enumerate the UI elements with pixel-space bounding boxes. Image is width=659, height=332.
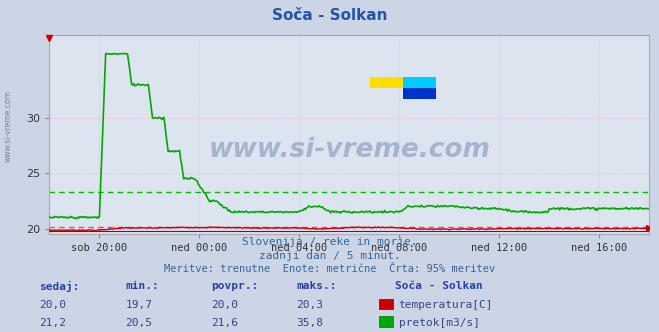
Text: maks.:: maks.: <box>297 281 337 290</box>
Text: 20,3: 20,3 <box>297 300 324 310</box>
Text: 20,5: 20,5 <box>125 318 152 328</box>
Text: www.si-vreme.com: www.si-vreme.com <box>3 90 13 162</box>
Bar <box>403 77 436 88</box>
Bar <box>370 77 403 88</box>
Text: 21,2: 21,2 <box>40 318 67 328</box>
Text: 20,0: 20,0 <box>211 300 238 310</box>
Text: 35,8: 35,8 <box>297 318 324 328</box>
Text: sedaj:: sedaj: <box>40 281 80 291</box>
Text: Soča - Solkan: Soča - Solkan <box>272 8 387 23</box>
Text: Meritve: trenutne  Enote: metrične  Črta: 95% meritev: Meritve: trenutne Enote: metrične Črta: … <box>164 264 495 274</box>
Text: Slovenija / reke in morje.: Slovenija / reke in morje. <box>242 237 417 247</box>
Text: 19,7: 19,7 <box>125 300 152 310</box>
Text: zadnji dan / 5 minut.: zadnji dan / 5 minut. <box>258 251 401 261</box>
Text: povpr.:: povpr.: <box>211 281 258 290</box>
Text: temperatura[C]: temperatura[C] <box>399 300 493 310</box>
Text: 20,0: 20,0 <box>40 300 67 310</box>
Text: min.:: min.: <box>125 281 159 290</box>
Bar <box>403 88 436 99</box>
Text: pretok[m3/s]: pretok[m3/s] <box>399 318 480 328</box>
Text: Soča - Solkan: Soča - Solkan <box>395 281 483 290</box>
Text: 21,6: 21,6 <box>211 318 238 328</box>
Text: www.si-vreme.com: www.si-vreme.com <box>208 137 490 163</box>
